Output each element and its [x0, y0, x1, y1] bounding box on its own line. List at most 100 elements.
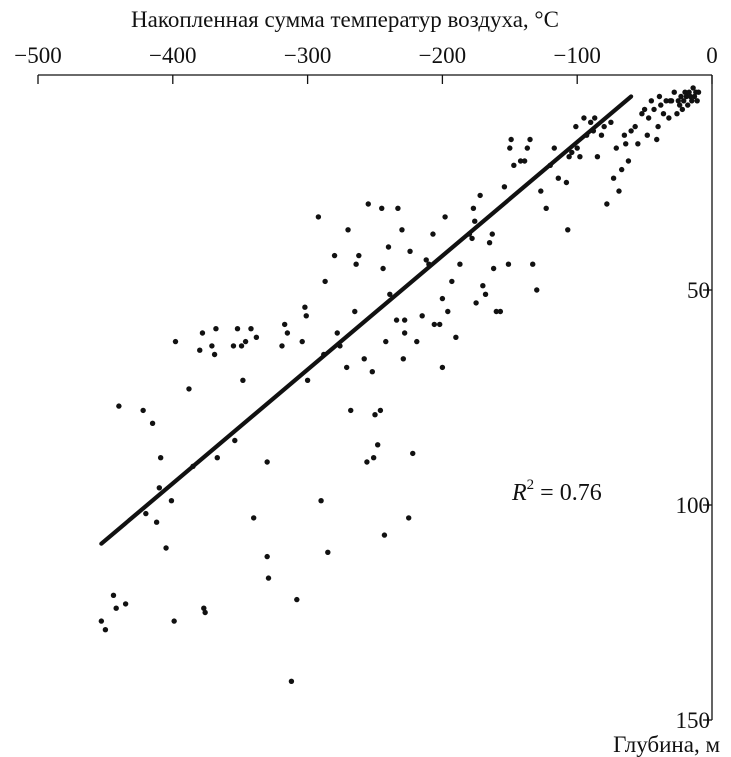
regression-line	[99, 94, 634, 546]
y-axis-title: Глубина, м	[613, 732, 720, 757]
data-point	[686, 89, 692, 95]
data-point	[439, 295, 446, 302]
data-point	[482, 291, 489, 297]
x-tick-label: −400	[149, 43, 196, 68]
data-point	[264, 459, 270, 465]
data-point	[676, 102, 683, 108]
data-point	[610, 175, 617, 181]
data-point	[322, 278, 328, 285]
x-tick-label: −200	[419, 43, 466, 68]
data-point	[430, 231, 436, 237]
data-point	[171, 618, 177, 624]
data-point	[472, 218, 478, 224]
data-point	[407, 248, 413, 254]
data-point	[379, 205, 385, 211]
data-point	[543, 205, 549, 211]
data-point	[248, 326, 254, 332]
data-point	[674, 111, 680, 117]
data-point	[303, 313, 309, 319]
data-point	[385, 244, 392, 250]
data-point	[201, 605, 207, 611]
data-point	[675, 98, 681, 104]
data-point	[628, 128, 634, 134]
data-point	[493, 308, 500, 315]
data-point	[370, 455, 377, 461]
data-points	[98, 85, 702, 684]
data-point	[250, 515, 257, 521]
y-tick-label: 50	[687, 278, 710, 303]
data-point	[186, 386, 192, 392]
data-point	[569, 149, 575, 156]
data-point	[477, 192, 483, 199]
data-point	[505, 261, 512, 267]
data-point	[343, 364, 350, 371]
data-point	[232, 437, 238, 444]
data-point	[694, 98, 700, 104]
data-point	[651, 106, 657, 113]
data-point	[410, 450, 416, 457]
data-point	[555, 175, 562, 181]
data-point	[356, 252, 362, 259]
data-point	[685, 102, 691, 108]
data-point	[678, 93, 684, 100]
data-point	[480, 283, 486, 289]
data-point	[393, 317, 400, 323]
data-point	[644, 132, 650, 138]
data-point	[625, 158, 632, 164]
data-point	[508, 136, 514, 143]
data-point	[387, 291, 393, 297]
data-point	[202, 609, 208, 616]
data-point	[524, 145, 531, 151]
data-point	[230, 343, 237, 349]
data-point	[401, 317, 408, 323]
data-point	[497, 308, 504, 315]
data-point	[687, 93, 694, 100]
data-point	[574, 145, 580, 151]
x-tick-label: −100	[553, 43, 600, 68]
data-point	[618, 166, 625, 173]
data-point	[442, 214, 448, 220]
data-point	[501, 184, 508, 190]
data-point	[318, 498, 324, 504]
data-point	[304, 377, 311, 383]
data-point	[209, 343, 215, 349]
y-axis-ticks: 50 100 150	[676, 278, 712, 733]
data-point	[679, 106, 686, 113]
data-point	[153, 519, 160, 525]
data-point	[110, 592, 117, 598]
data-point	[116, 403, 122, 409]
data-point	[294, 596, 300, 603]
data-point	[369, 369, 376, 375]
data-point	[639, 111, 645, 117]
data-point	[654, 136, 660, 143]
data-point	[353, 261, 359, 267]
data-point	[507, 145, 513, 151]
data-point	[149, 420, 156, 426]
data-point	[242, 338, 249, 345]
data-point	[380, 265, 386, 272]
data-point	[527, 136, 533, 143]
data-point	[534, 287, 540, 293]
data-point	[671, 89, 677, 95]
data-point	[632, 123, 638, 130]
data-point	[449, 278, 455, 285]
data-point	[172, 338, 179, 345]
r-squared-annotation: R2 = 0.76	[511, 477, 602, 506]
data-point	[334, 330, 340, 336]
r-squared-value: = 0.76	[534, 480, 602, 506]
data-point	[253, 334, 260, 340]
data-point	[587, 119, 594, 126]
data-point	[680, 98, 687, 104]
data-point	[102, 627, 109, 633]
data-point	[365, 201, 371, 207]
data-point	[288, 678, 295, 684]
data-point	[238, 343, 245, 349]
data-point	[563, 179, 570, 186]
data-point	[530, 261, 536, 267]
data-point	[616, 188, 622, 194]
data-point	[399, 227, 405, 233]
data-point	[690, 85, 696, 91]
data-point	[395, 205, 401, 211]
data-point	[414, 338, 420, 345]
